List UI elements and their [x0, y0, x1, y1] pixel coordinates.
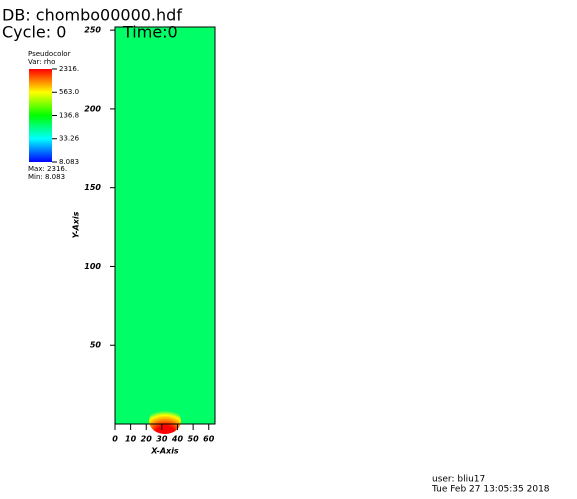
legend-tick-label: 136.8	[59, 112, 79, 120]
y-axis-label: Y-Axis	[72, 211, 81, 238]
pseudocolor-field	[115, 27, 215, 424]
legend-tick-label: 2316.	[59, 65, 79, 73]
legend-max: Max: 2316.	[28, 165, 67, 173]
x-tick-label: 20	[141, 435, 153, 444]
y-tick-label: 200	[84, 104, 101, 113]
time-label: Time:0	[122, 23, 178, 42]
y-tick-label: 250	[84, 26, 101, 35]
y-tick-label: 50	[90, 341, 102, 350]
legend-tick-label: 563.0	[59, 88, 79, 96]
density-blob	[149, 408, 181, 434]
cycle-label: Cycle: 0	[2, 23, 66, 42]
plot-frame	[114, 26, 216, 425]
x-axis-label: X-Axis	[150, 447, 179, 456]
x-tick-label: 60	[203, 435, 215, 444]
legend-min: Min: 8.083	[28, 173, 65, 181]
x-tick-label: 40	[171, 435, 184, 444]
color-bar	[29, 69, 52, 162]
db-label: DB: chombo00000.hdf	[2, 6, 182, 25]
legend-title: Pseudocolor	[28, 50, 71, 58]
y-tick-label: 100	[84, 262, 101, 271]
x-tick-label: 10	[125, 435, 137, 444]
y-tick-label: 150	[84, 183, 101, 192]
user-label: user: bliu17	[432, 475, 485, 485]
x-tick-label: 0	[112, 435, 118, 444]
legend-variable: Var: rho	[28, 58, 55, 66]
legend-tick-label: 8.083	[59, 158, 79, 166]
x-tick-label: 50	[188, 435, 200, 444]
legend-tick-label: 33.26	[59, 135, 80, 143]
date-label: Tue Feb 27 13:05:35 2018	[431, 485, 550, 495]
x-tick-label: 30	[156, 435, 168, 444]
